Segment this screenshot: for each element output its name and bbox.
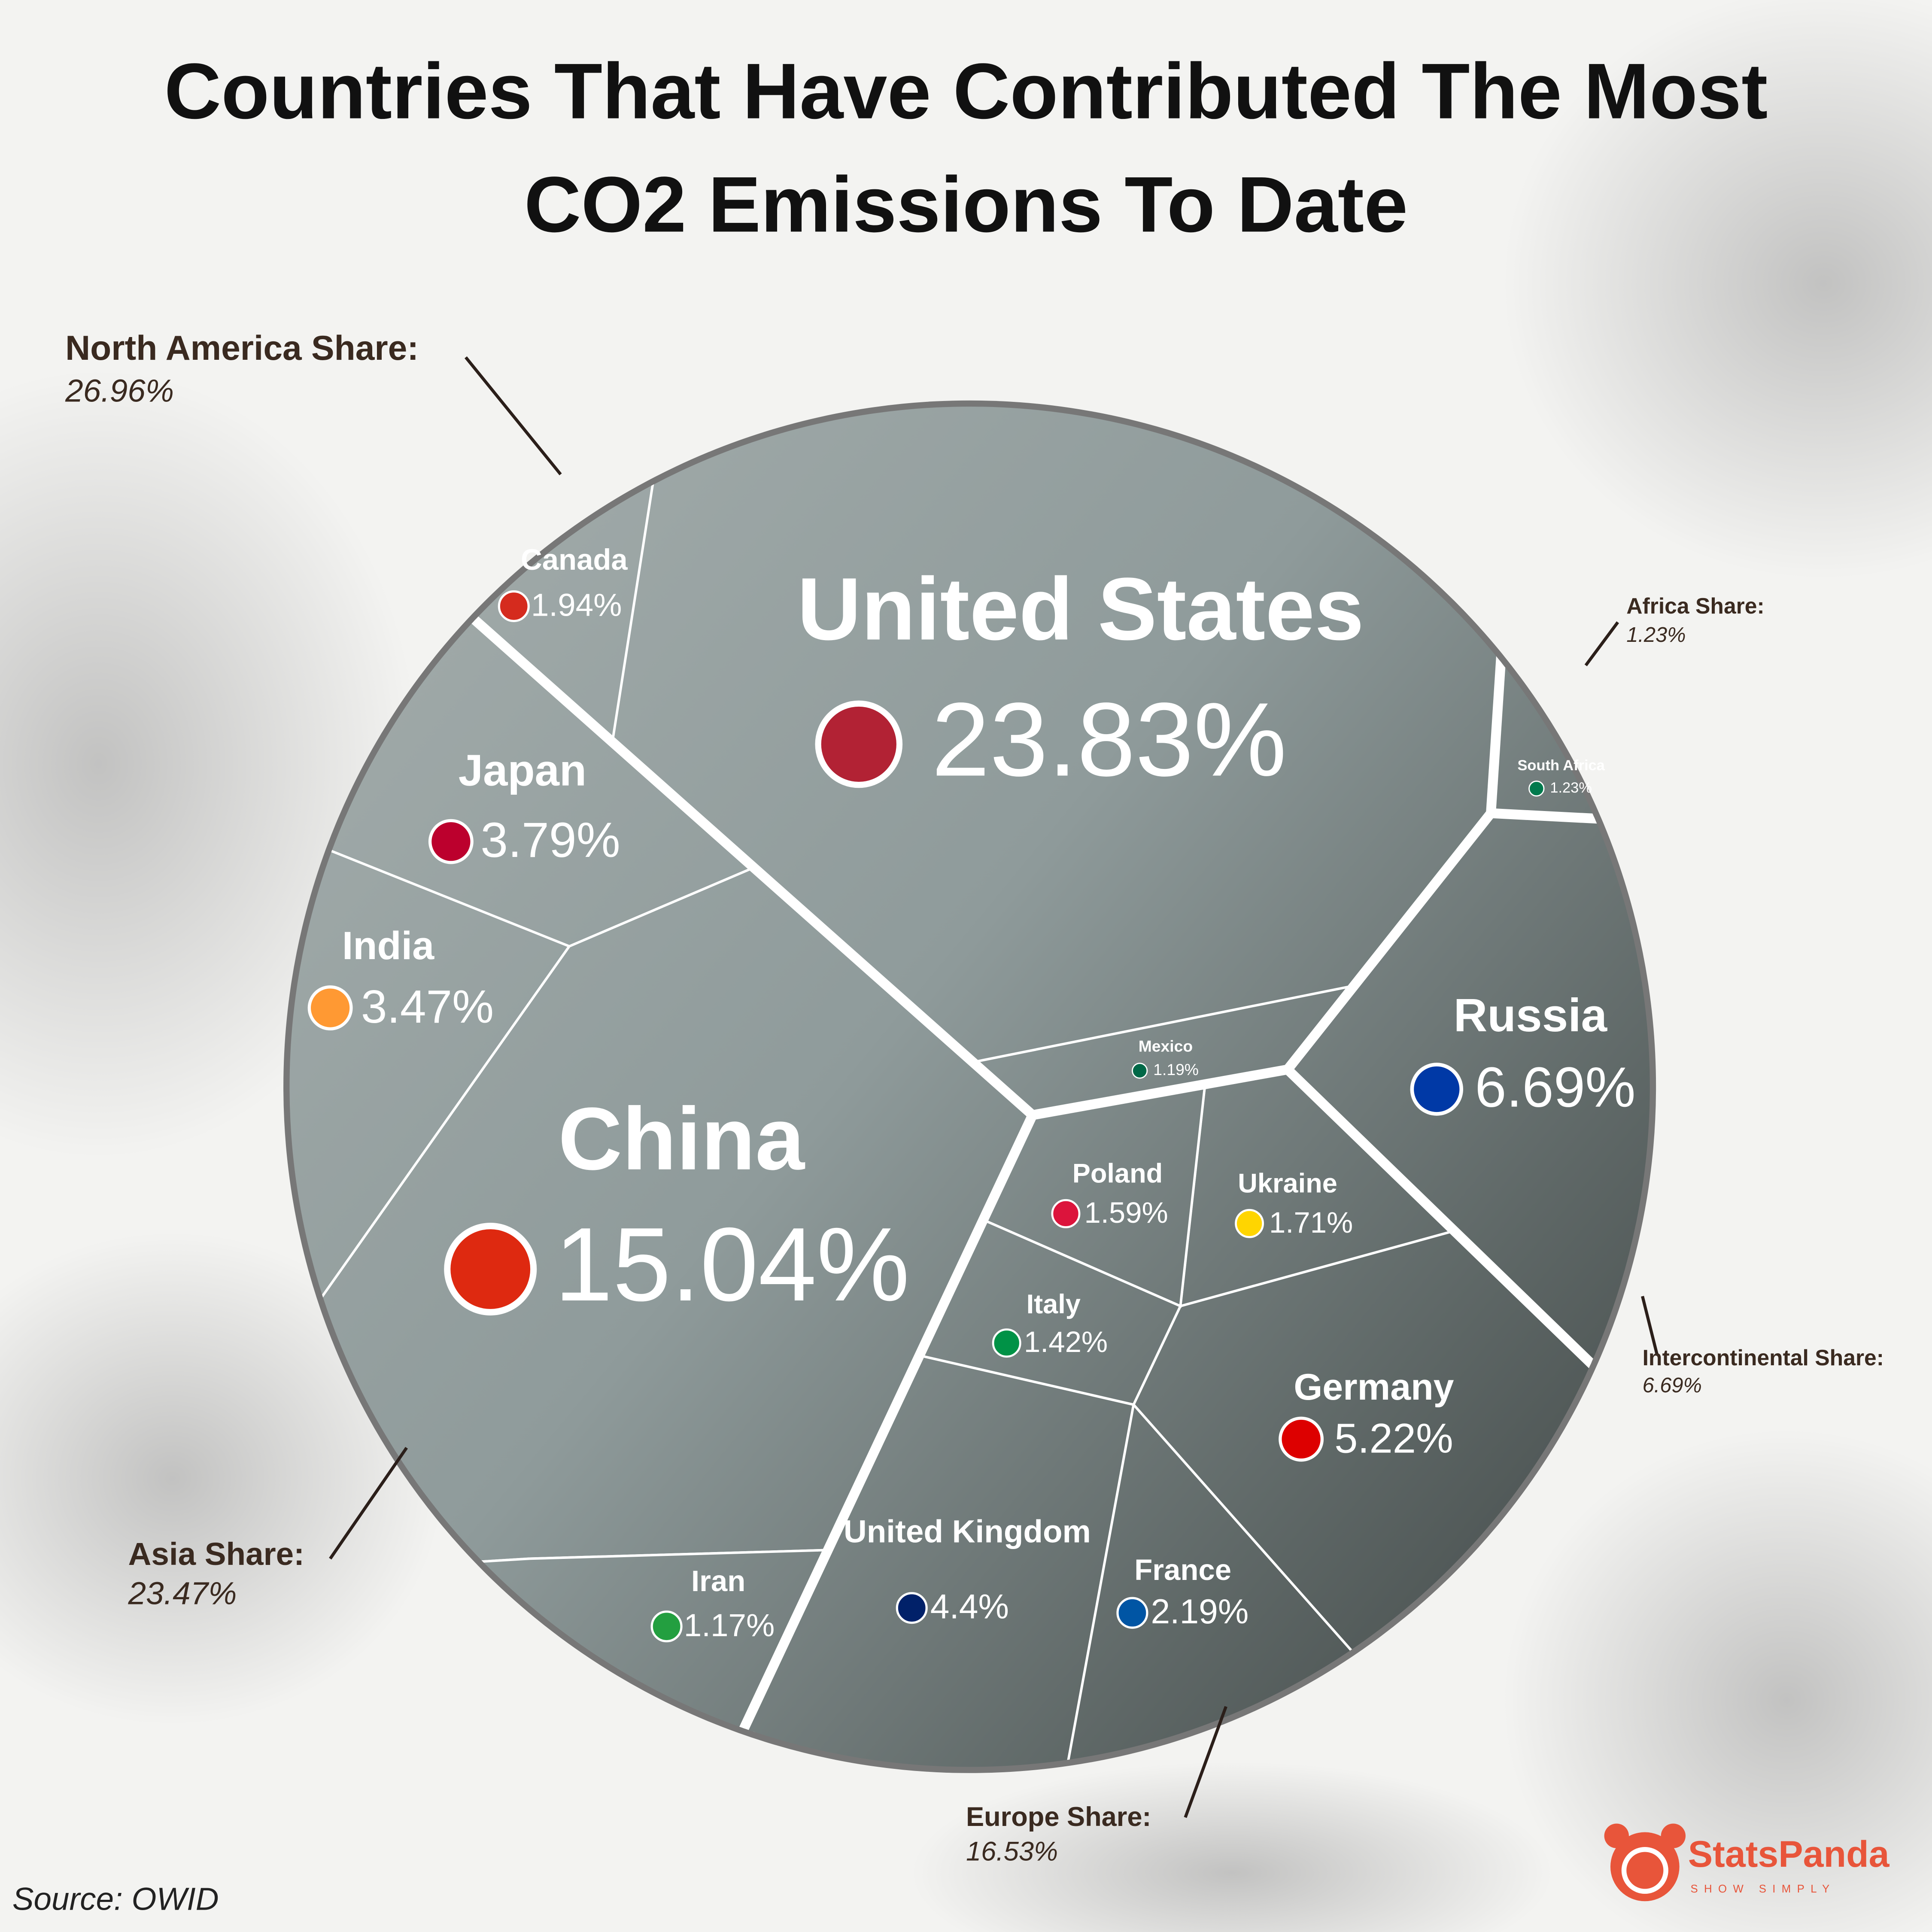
country-value: 1.71% [1269, 1206, 1353, 1239]
source: Source: OWID [12, 1880, 219, 1917]
country-name: Russia [1454, 989, 1608, 1042]
country-value: 1.17% [684, 1607, 775, 1643]
flag [1051, 1199, 1081, 1228]
country-name: France [1134, 1553, 1231, 1586]
country-name: Italy [1027, 1289, 1081, 1319]
flag [307, 985, 353, 1031]
country-name: Mexico [1139, 1037, 1193, 1055]
country-value: 2.19% [1151, 1592, 1249, 1631]
flag [1279, 1416, 1324, 1462]
flag [815, 700, 903, 788]
region-border [1031, 1064, 1289, 1120]
country-value: 1.42% [1024, 1325, 1108, 1358]
group-value: 26.96% [65, 373, 174, 409]
group-name: Intercontinental Share: [1643, 1345, 1884, 1370]
flag [1132, 1063, 1148, 1079]
brand: StatsPanda [1688, 1834, 1890, 1875]
group-value: 16.53% [966, 1837, 1058, 1867]
flag [444, 1223, 537, 1315]
country-name: China [558, 1089, 805, 1188]
title-box: Countries That Have Contributed The Most… [164, 47, 1768, 249]
leader-line [1184, 1706, 1227, 1818]
country-value: 1.19% [1153, 1060, 1199, 1078]
leader-line [465, 356, 562, 476]
region-border [694, 1113, 1037, 1767]
region [696, 1068, 1650, 1767]
region-border [1284, 810, 1495, 1073]
flag [896, 1592, 928, 1624]
country-name: Canada [521, 543, 628, 576]
leader-line [1584, 621, 1619, 666]
country-name: Ukraine [1238, 1169, 1337, 1199]
flag [498, 590, 530, 623]
country-name: Germany [1294, 1367, 1454, 1408]
country-name: Japan [459, 745, 587, 795]
country-name: Poland [1072, 1159, 1163, 1189]
group-name: Asia Share: [128, 1536, 304, 1572]
country-value: 3.47% [361, 981, 494, 1033]
country-value: 1.59% [1084, 1196, 1168, 1229]
logo: StatsPanda SHOW SIMPLY [1604, 1823, 1890, 1902]
flag [1410, 1063, 1464, 1116]
group-value: 6.69% [1643, 1374, 1702, 1397]
country-value: 23.83% [932, 680, 1287, 798]
region-border [1490, 808, 1650, 843]
leader-line [329, 1447, 408, 1560]
country-name: Iran [691, 1564, 745, 1598]
group-name: Africa Share: [1626, 593, 1764, 618]
country-value: 3.79% [480, 813, 620, 868]
country-value: 4.4% [930, 1587, 1009, 1626]
country-name: India [342, 924, 434, 968]
country-value: 6.69% [1475, 1055, 1635, 1119]
group-value: 1.23% [1626, 623, 1686, 647]
chart-title: Countries That Have Contributed The Most… [164, 47, 1768, 249]
flag [1116, 1597, 1148, 1629]
leader-line [1641, 1296, 1659, 1356]
flag [428, 819, 474, 864]
flag [650, 1610, 683, 1643]
country-value: 5.22% [1334, 1415, 1453, 1462]
flag [1528, 781, 1545, 797]
cell [289, 790, 571, 1419]
country-value: 15.04% [554, 1206, 909, 1323]
flag [992, 1328, 1021, 1358]
labels: United States 23.83% Canada 1.94% Mexico 1.19… [65, 329, 1884, 1867]
group-name: North America Share: [65, 329, 419, 368]
country-value: 1.23% [1550, 780, 1592, 796]
tagline: SHOW SIMPLY [1691, 1883, 1836, 1895]
country-name: United States [797, 559, 1364, 659]
country-name: South Africa [1517, 757, 1605, 774]
country-name: United Kingdom [844, 1513, 1091, 1549]
country-value: 1.94% [531, 587, 622, 623]
group-name: Europe Share: [966, 1802, 1151, 1832]
flag [1235, 1209, 1264, 1238]
group-value: 23.47% [128, 1575, 237, 1611]
